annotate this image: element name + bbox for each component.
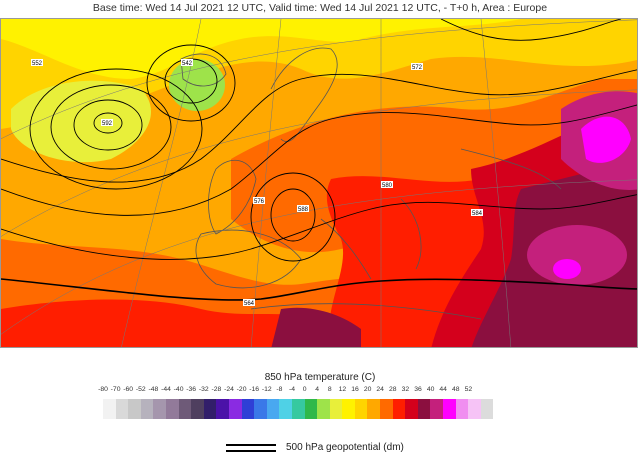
scale-tick-label: -16 [249, 386, 260, 393]
temperature-band-44 [581, 116, 631, 163]
color-swatch [191, 399, 204, 419]
color-swatch [203, 399, 217, 419]
geopotential-legend-label: 500 hPa geopotential (dm) [286, 442, 404, 453]
color-swatch [115, 399, 129, 419]
scale-tick-label: 24 [376, 386, 384, 393]
temperature-band-28-south [1, 299, 331, 347]
scale-tick-label: -32 [198, 386, 209, 393]
scale-tick-label: -12 [261, 386, 272, 393]
scale-tick-label: -70 [110, 386, 121, 393]
color-swatch [329, 399, 343, 419]
scale-tick-label: 4 [315, 386, 320, 393]
color-swatch [354, 399, 368, 419]
temperature-color-scale [103, 399, 494, 419]
scale-tick-label: 48 [452, 386, 460, 393]
scale-tick-label: 12 [338, 386, 347, 393]
scale-tick-label: -80 [98, 386, 108, 393]
scale-tick-label: 16 [351, 386, 359, 393]
temperature-band-8 [11, 80, 151, 163]
page-title: Base time: Wed 14 Jul 2021 12 UTC, Valid… [92, 2, 548, 14]
color-swatch [342, 399, 355, 419]
color-swatch [405, 399, 418, 419]
scale-tick-label: 40 [426, 386, 435, 393]
geopotential-isolines [1, 19, 637, 301]
color-swatch [480, 399, 494, 419]
temperature-band-36-africa [271, 307, 361, 347]
color-swatch [304, 399, 318, 419]
scale-tick-label: -60 [123, 386, 134, 393]
color-swatch [317, 399, 330, 419]
color-swatch [430, 399, 444, 419]
color-swatch [291, 399, 305, 419]
color-swatch [266, 399, 280, 419]
scale-tick-label: 8 [327, 386, 332, 393]
isoline-label: 542 [182, 61, 193, 67]
isoline-label: 580 [382, 183, 393, 189]
color-swatch [367, 399, 381, 419]
scale-tick-label: -40 [173, 386, 184, 393]
isoline-label: 552 [32, 61, 43, 67]
scale-tick-label: -44 [161, 386, 171, 393]
scale-tick-label: 28 [389, 386, 397, 393]
scale-tick-label: 36 [414, 386, 422, 393]
color-swatch [128, 399, 141, 419]
isoline-label: 592 [102, 121, 113, 127]
temperature-band-40 [527, 225, 627, 285]
scale-tick-label: -48 [148, 386, 159, 393]
isoline-label: 588 [298, 207, 309, 213]
scale-tick-label: 52 [464, 386, 473, 393]
color-swatch [165, 399, 179, 419]
scale-tick-label: 20 [363, 386, 372, 393]
color-swatch [279, 399, 292, 419]
color-swatch [153, 399, 166, 419]
color-swatch [443, 399, 456, 419]
color-swatch [241, 399, 255, 419]
isoline-label: 576 [254, 199, 265, 205]
weather-map[interactable]: 592 564 584 572 552 542 576 580 588 [0, 18, 638, 348]
color-swatch [380, 399, 393, 419]
geopotential-legend: 500 hPa geopotential (dm) [226, 441, 486, 457]
scale-tick-label: 44 [439, 386, 447, 393]
scale-tick-label: 0 [302, 386, 307, 393]
scale-tick-label: -28 [211, 386, 222, 393]
isoline-label: 564 [244, 301, 255, 307]
isoline-label: 584 [472, 211, 483, 217]
color-swatch [417, 399, 431, 419]
map-canvas: 592 564 584 572 552 542 576 580 588 [1, 19, 637, 347]
temperature-band-44-iran [553, 259, 581, 279]
scale-tick-label: -4 [288, 386, 296, 393]
color-swatch [178, 399, 192, 419]
temperature-legend-title: 850 hPa temperature (C) [264, 372, 376, 383]
color-swatch [455, 399, 469, 419]
isoline-labels: 592 564 584 572 552 542 576 580 588 [31, 59, 483, 307]
color-swatch [140, 399, 154, 419]
color-swatch [254, 399, 267, 419]
isoline-sample [226, 450, 276, 452]
scale-tick-label: 32 [401, 386, 410, 393]
scale-tick-label: -24 [224, 386, 234, 393]
scale-tick-label: -20 [236, 386, 247, 393]
scale-tick-label: -8 [276, 386, 283, 393]
isoline-label: 572 [412, 65, 423, 71]
isoline-sample [226, 444, 276, 446]
scale-tick-label: -52 [135, 386, 146, 393]
color-swatch [103, 399, 116, 419]
color-swatch [228, 399, 242, 419]
temperature-band-12 [1, 19, 521, 79]
scale-tick-label: -36 [186, 386, 197, 393]
color-swatch [468, 399, 481, 419]
color-swatch [216, 399, 229, 419]
color-swatch [392, 399, 406, 419]
